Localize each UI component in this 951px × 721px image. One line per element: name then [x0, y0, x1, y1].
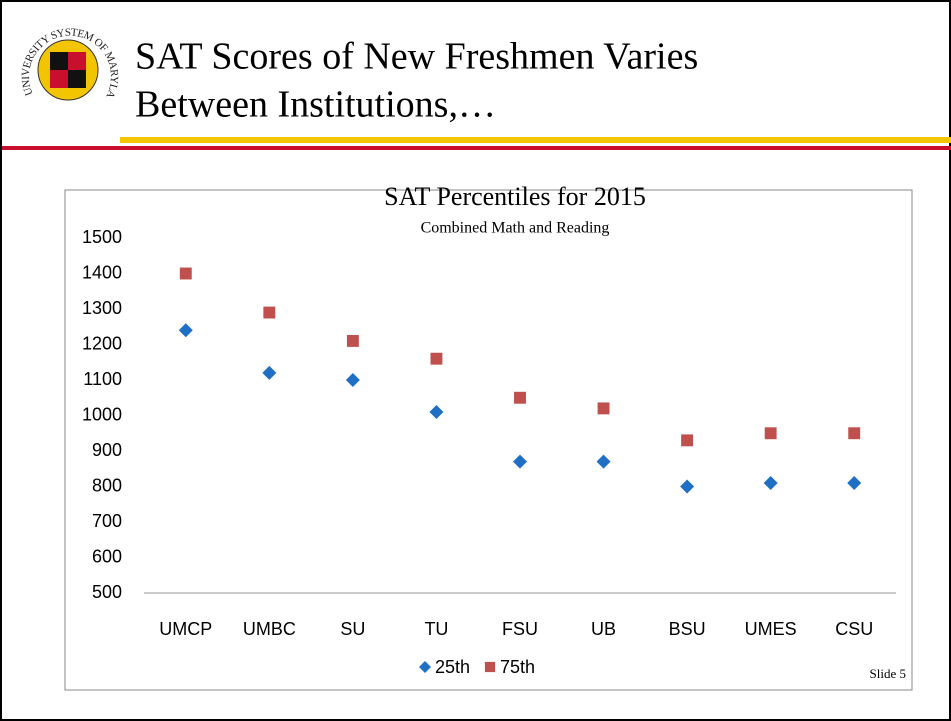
point	[430, 352, 443, 365]
point	[513, 454, 527, 469]
point	[597, 402, 610, 415]
point	[263, 306, 276, 319]
point	[847, 475, 862, 490]
y-tick-label: 1500	[82, 227, 122, 247]
point	[681, 434, 694, 447]
logo-quarter	[68, 70, 86, 88]
point	[262, 365, 277, 380]
point	[848, 427, 861, 440]
slide-number: Slide 5	[870, 666, 906, 681]
legend-label: 75th	[500, 657, 535, 677]
point	[514, 391, 526, 404]
x-tick-label: BSU	[669, 619, 706, 639]
chart-frame	[64, 189, 913, 691]
slide-title-line: Between Institutions,…	[135, 84, 496, 126]
x-tick-label: UMBC	[243, 619, 296, 639]
x-tick-label: UB	[591, 619, 616, 639]
point	[346, 335, 359, 347]
header-rule-red	[2, 146, 951, 150]
y-tick-label: 1000	[82, 404, 122, 424]
x-tick-label: UMES	[745, 619, 797, 639]
header-rule-gold	[120, 137, 951, 143]
x-tick-label: TU	[424, 619, 448, 639]
y-tick-label: 900	[92, 440, 122, 460]
y-tick-label: 1200	[82, 333, 122, 353]
point	[345, 373, 360, 387]
legend-marker	[419, 661, 431, 673]
legend-marker	[484, 661, 496, 673]
y-tick-label: 500	[92, 582, 122, 602]
y-tick-label: 1400	[82, 262, 122, 282]
y-tick-label: 800	[92, 475, 122, 495]
x-tick-label: UMCP	[159, 619, 212, 639]
x-tick-label: SU	[340, 619, 365, 639]
y-tick-label: 700	[92, 511, 122, 531]
logo-quarter	[50, 70, 68, 88]
x-tick-label: FSU	[502, 619, 538, 639]
point	[178, 323, 193, 338]
point	[179, 267, 192, 280]
point	[763, 475, 778, 490]
point	[680, 479, 695, 494]
y-tick-label: 600	[92, 546, 122, 566]
point	[764, 427, 777, 440]
point	[429, 404, 444, 419]
y-tick-label: 1300	[82, 298, 122, 318]
logo-quarter	[50, 52, 68, 70]
chart-subtitle: Combined Math and Reading	[421, 220, 610, 237]
chart-title: SAT Percentiles for 2015	[384, 182, 646, 211]
point	[596, 454, 611, 469]
slide-title-line: SAT Scores of New Freshmen Varies	[135, 36, 698, 78]
y-tick-label: 1100	[83, 369, 122, 389]
x-tick-label: CSU	[835, 619, 873, 639]
legend-label: 25th	[435, 657, 470, 677]
logo-quarter	[68, 52, 86, 70]
